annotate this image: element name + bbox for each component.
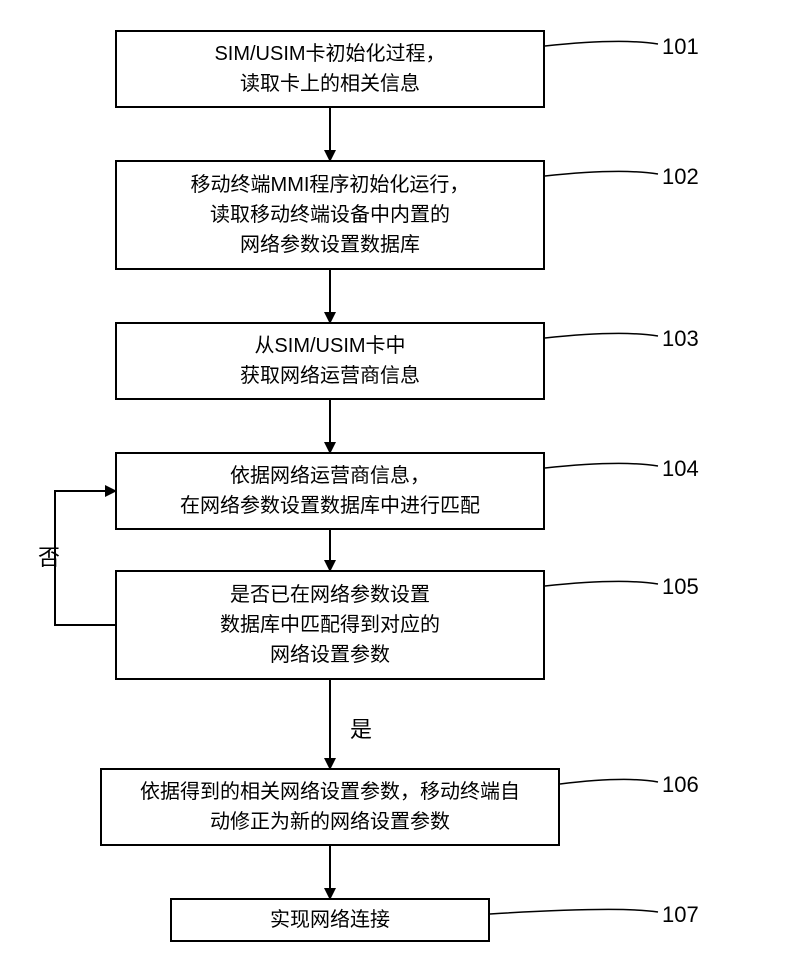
flow-node-text: SIM/USIM卡初始化过程， 读取卡上的相关信息	[214, 39, 445, 99]
step-label-102: 102	[662, 164, 699, 190]
flow-node-text: 依据网络运营商信息， 在网络参数设置数据库中进行匹配	[180, 461, 480, 521]
step-label-101: 101	[662, 34, 699, 60]
flow-node-n104: 依据网络运营商信息， 在网络参数设置数据库中进行匹配	[115, 452, 545, 530]
loopback-arrow	[55, 491, 115, 625]
flow-node-n106: 依据得到的相关网络设置参数，移动终端自 动修正为新的网络设置参数	[100, 768, 560, 846]
step-label-104: 104	[662, 456, 699, 482]
flow-node-n105: 是否已在网络参数设置 数据库中匹配得到对应的 网络设置参数	[115, 570, 545, 680]
step-label-103: 103	[662, 326, 699, 352]
flow-node-n103: 从SIM/USIM卡中 获取网络运营商信息	[115, 322, 545, 400]
flow-node-n107: 实现网络连接	[170, 898, 490, 942]
flow-node-text: 从SIM/USIM卡中 获取网络运营商信息	[240, 331, 420, 391]
step-label-107: 107	[662, 902, 699, 928]
label-connector	[545, 581, 658, 586]
label-connector	[545, 41, 658, 46]
label-connector	[545, 171, 658, 176]
label-connector	[545, 463, 658, 468]
edge-label: 否	[38, 540, 60, 572]
edge-label: 是	[350, 712, 372, 744]
flow-node-text: 移动终端MMI程序初始化运行， 读取移动终端设备中内置的 网络参数设置数据库	[191, 170, 470, 260]
label-connector	[545, 333, 658, 338]
step-label-105: 105	[662, 574, 699, 600]
flow-node-text: 是否已在网络参数设置 数据库中匹配得到对应的 网络设置参数	[220, 580, 440, 670]
label-connector	[490, 909, 658, 914]
flowchart-canvas: SIM/USIM卡初始化过程， 读取卡上的相关信息移动终端MMI程序初始化运行，…	[0, 0, 800, 958]
flow-node-n101: SIM/USIM卡初始化过程， 读取卡上的相关信息	[115, 30, 545, 108]
flow-node-text: 依据得到的相关网络设置参数，移动终端自 动修正为新的网络设置参数	[140, 777, 520, 837]
label-connector	[560, 779, 658, 784]
step-label-106: 106	[662, 772, 699, 798]
flow-node-n102: 移动终端MMI程序初始化运行， 读取移动终端设备中内置的 网络参数设置数据库	[115, 160, 545, 270]
flow-node-text: 实现网络连接	[270, 905, 390, 935]
